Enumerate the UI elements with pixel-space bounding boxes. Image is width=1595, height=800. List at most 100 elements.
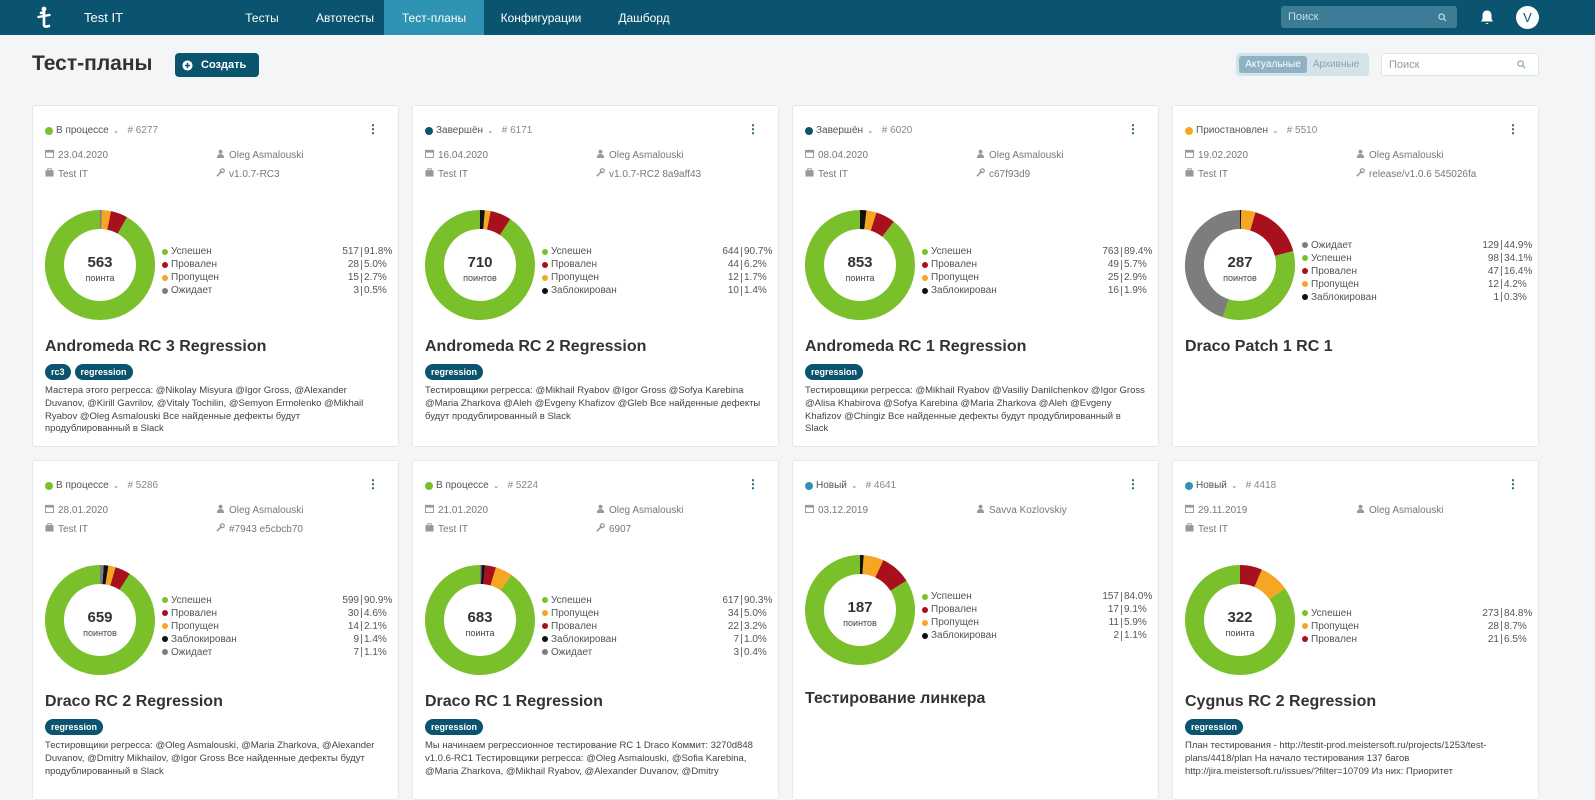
legend-row: Провален 49 5.7% [922, 258, 1148, 271]
plan-title[interactable]: Draco Patch 1 RC 1 [1185, 338, 1333, 356]
legend-count: 2 [1079, 630, 1119, 641]
toggle-archived[interactable]: Архивные [1307, 56, 1365, 73]
nav-tab-dashboard[interactable]: Дашборд [618, 0, 670, 35]
more-menu-icon[interactable]: ⋮ [367, 124, 379, 134]
status-label: Завершён [436, 125, 483, 136]
legend-percent: 8.7% [1504, 621, 1528, 632]
legend-separator [1501, 608, 1502, 618]
nav-search[interactable] [1281, 6, 1457, 28]
legend-percent: 1.1% [364, 647, 388, 658]
plan-title[interactable]: Andromeda RC 2 Regression [425, 338, 646, 356]
legend-dot [1302, 610, 1308, 616]
status-dropdown[interactable]: Новый ⌄ # 4418 [1185, 480, 1276, 491]
plan-title[interactable]: Andromeda RC 3 Regression [45, 338, 266, 356]
legend-percent: 2.1% [364, 621, 388, 632]
bell-icon[interactable] [1479, 9, 1495, 26]
legend-label: Провален [1311, 634, 1459, 645]
create-button[interactable]: Создать [175, 53, 259, 77]
status-dropdown[interactable]: В процессе ⌄ # 5286 [45, 480, 158, 491]
tag-list: regression [1185, 719, 1243, 735]
legend-label: Пропущен [1311, 279, 1459, 290]
donut-segment-Провален [109, 220, 122, 225]
donut-segment-Пропущен [484, 220, 489, 221]
legend-label: Провален [1311, 266, 1459, 277]
legend-row: Успешен 644 90.7% [542, 245, 768, 258]
more-menu-icon[interactable]: ⋮ [1127, 124, 1139, 134]
more-menu-icon[interactable]: ⋮ [1507, 479, 1519, 489]
tag-badge[interactable]: regression [425, 364, 483, 380]
status-dropdown[interactable]: В процессе ⌄ # 6277 [45, 125, 158, 136]
donut-unit: поинтов [843, 618, 877, 628]
legend-percent: 0.4% [744, 647, 768, 658]
status-dropdown[interactable]: Приостановлен ⌄ # 5510 [1185, 125, 1317, 136]
legend-percent: 4.6% [364, 608, 388, 619]
legend-separator [741, 273, 742, 283]
brand-name[interactable]: Test IT [84, 10, 170, 25]
page-search[interactable] [1381, 53, 1539, 76]
status-dropdown[interactable]: Новый ⌄ # 4641 [805, 480, 896, 491]
legend-count: 12 [1459, 279, 1499, 290]
tag-badge[interactable]: regression [425, 719, 483, 735]
legend-dot [542, 275, 548, 281]
tag-badge[interactable]: regression [805, 364, 863, 380]
nav-search-input[interactable] [1288, 11, 1438, 23]
legend-dot [162, 597, 168, 603]
search-icon [1517, 60, 1526, 69]
plan-project: Test IT [425, 523, 468, 535]
legend-separator [1501, 292, 1502, 302]
legend-dot [542, 610, 548, 616]
legend-label: Пропущен [931, 617, 1079, 628]
status-dropdown[interactable]: Завершён ⌄ # 6020 [805, 125, 912, 136]
page-search-input[interactable] [1389, 59, 1517, 71]
nav-tab-autotests[interactable]: Автотесты [317, 0, 373, 35]
logo-icon[interactable] [30, 0, 58, 35]
legend-row: Пропущен 34 5.0% [542, 607, 768, 620]
nav-tab-test-plans[interactable]: Тест-планы [384, 0, 484, 35]
legend-percent: 1.4% [364, 634, 388, 645]
legend-dot [922, 607, 928, 613]
legend-label: Ожидает [1311, 240, 1459, 251]
avatar[interactable]: V [1516, 6, 1539, 29]
user-icon [1356, 504, 1365, 516]
more-menu-icon[interactable]: ⋮ [1507, 124, 1519, 134]
legend-label: Пропущен [931, 272, 1079, 283]
archive-toggle[interactable]: Актуальные Архивные [1236, 53, 1369, 76]
tag-badge[interactable]: regression [1185, 719, 1243, 735]
plan-title[interactable]: Draco RC 2 Regression [45, 693, 223, 711]
plan-title[interactable]: Тестирование линкера [805, 690, 985, 708]
legend-dot [1302, 636, 1308, 642]
nav-tab-configurations[interactable]: Конфигурации [502, 0, 580, 35]
tag-badge[interactable]: regression [75, 364, 133, 380]
legend-row: Заблокирован 10 1.4% [542, 284, 768, 297]
plan-title[interactable]: Draco RC 1 Regression [425, 693, 603, 711]
plan-title[interactable]: Cygnus RC 2 Regression [1185, 693, 1376, 711]
nav-tab-tests[interactable]: Тесты [216, 0, 308, 35]
plan-title[interactable]: Andromeda RC 1 Regression [805, 338, 1026, 356]
more-menu-icon[interactable]: ⋮ [747, 124, 759, 134]
more-menu-icon[interactable]: ⋮ [747, 479, 759, 489]
status-dropdown[interactable]: В процессе ⌄ # 5224 [425, 480, 538, 491]
donut-total: 853 [847, 254, 872, 271]
legend-row: Заблокирован 1 0.3% [1302, 291, 1528, 304]
legend-separator [741, 621, 742, 631]
status-label: В процессе [56, 125, 109, 136]
more-menu-icon[interactable]: ⋮ [1127, 479, 1139, 489]
tag-badge[interactable]: rc3 [45, 364, 71, 380]
legend-row: Успешен 763 89.4% [922, 245, 1148, 258]
tag-badge[interactable]: regression [45, 719, 103, 735]
wrench-icon [976, 168, 985, 180]
status-dropdown[interactable]: Завершён ⌄ # 6171 [425, 125, 532, 136]
legend-row: Ожидает 129 44.9% [1302, 239, 1528, 252]
more-menu-icon[interactable]: ⋮ [367, 479, 379, 489]
legend-separator [361, 634, 362, 644]
legend-percent: 5.7% [1124, 259, 1148, 270]
toggle-actual[interactable]: Актуальные [1239, 56, 1307, 73]
